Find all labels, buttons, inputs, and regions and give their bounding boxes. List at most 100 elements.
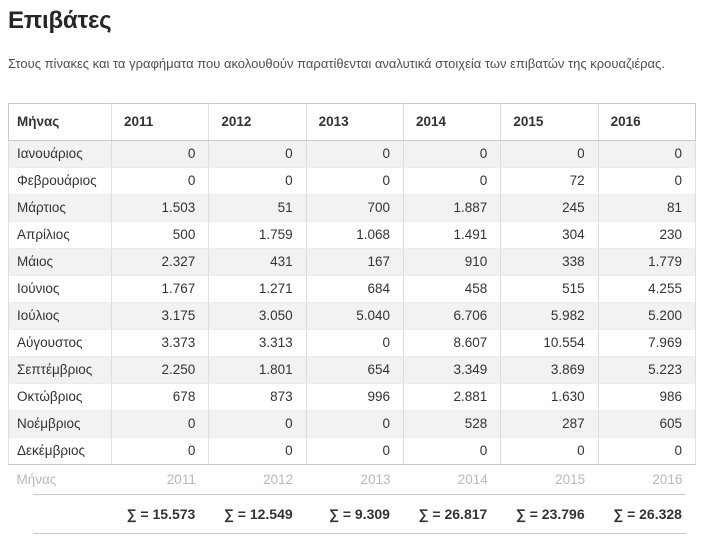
value-cell: 528 <box>403 410 502 438</box>
month-cell: Απρίλιος <box>8 221 112 249</box>
value-cell: 3.313 <box>208 329 307 357</box>
footer-year-row: Μήνας 2011 2012 2013 2014 2015 2016 <box>8 464 696 494</box>
value-cell: 1.271 <box>208 275 307 303</box>
value-cell: 0 <box>500 437 599 465</box>
value-cell: 1.630 <box>500 383 599 411</box>
value-cell: 1.759 <box>208 221 307 249</box>
footer-year-2012: 2012 <box>208 464 307 494</box>
value-cell: 700 <box>306 194 404 222</box>
footer-year-2011: 2011 <box>111 464 209 494</box>
value-cell: 3.175 <box>111 302 210 330</box>
value-cell: 684 <box>306 275 404 303</box>
table-row: Ιούνιος 1.767 1.271 684 458 515 4.255 <box>8 275 696 303</box>
month-cell: Μάιος <box>8 248 112 276</box>
value-cell: 1.801 <box>208 356 307 384</box>
month-cell: Ιανουάριος <box>8 140 112 168</box>
footer-year-2014: 2014 <box>403 464 501 494</box>
value-cell: 458 <box>403 275 502 303</box>
value-cell: 0 <box>598 437 696 465</box>
value-cell: 338 <box>500 248 599 276</box>
month-cell: Μάρτιος <box>8 194 112 222</box>
total-2011: ∑ = 15.573 <box>126 506 196 522</box>
value-cell: 678 <box>111 383 210 411</box>
value-cell: 167 <box>306 248 404 276</box>
table-row: Σεπτέμβριος 2.250 1.801 654 3.349 3.869 5.223 <box>8 356 696 384</box>
value-cell: 287 <box>500 410 599 438</box>
month-cell: Ιούνιος <box>8 275 112 303</box>
table-row: Μάρτιος 1.503 51 700 1.887 245 81 <box>8 194 696 222</box>
value-cell: 0 <box>306 437 404 465</box>
value-cell: 431 <box>208 248 307 276</box>
value-cell: 0 <box>208 410 307 438</box>
value-cell: 910 <box>403 248 502 276</box>
value-cell: 1.767 <box>111 275 210 303</box>
value-cell: 0 <box>306 410 404 438</box>
value-cell: 0 <box>306 140 404 168</box>
total-2013: ∑ = 9.309 <box>329 506 390 522</box>
column-header-year-2012: 2012 <box>208 103 307 141</box>
month-cell: Ιούλιος <box>8 302 112 330</box>
page-subtitle: Στους πίνακες και τα γραφήματα που ακολο… <box>8 56 665 71</box>
table-row: Φεβρουάριος 0 0 0 0 72 0 <box>8 167 696 195</box>
month-cell: Αύγουστος <box>8 329 112 357</box>
value-cell: 72 <box>500 167 599 195</box>
value-cell: 0 <box>598 140 696 168</box>
value-cell: 51 <box>208 194 307 222</box>
value-cell: 1.503 <box>111 194 210 222</box>
value-cell: 0 <box>208 140 307 168</box>
value-cell: 2.250 <box>111 356 210 384</box>
total-2012: ∑ = 12.549 <box>223 506 293 522</box>
table-body: Ιανουάριος 0 0 0 0 0 0 Φεβρουάριος 0 0 0 0 72 0 Μάρτιο… <box>8 140 696 465</box>
total-2016: ∑ = 26.328 <box>613 506 682 522</box>
value-cell: 605 <box>598 410 696 438</box>
footer-month-label: Μήνας <box>8 464 112 494</box>
value-cell: 1.068 <box>306 221 404 249</box>
totals-spacer <box>8 495 111 533</box>
value-cell: 3.869 <box>500 356 599 384</box>
value-cell: 0 <box>306 329 404 357</box>
value-cell: 1.887 <box>403 194 502 222</box>
value-cell: 245 <box>500 194 599 222</box>
value-cell: 0 <box>403 140 502 168</box>
table-row: Δεκέμβριος 0 0 0 0 0 0 <box>8 437 696 465</box>
value-cell: 1.491 <box>403 221 502 249</box>
value-cell: 4.255 <box>598 275 696 303</box>
month-cell: Φεβρουάριος <box>8 167 112 195</box>
page-title: Επιβάτες <box>8 7 112 34</box>
value-cell: 654 <box>306 356 404 384</box>
value-cell: 0 <box>111 437 210 465</box>
value-cell: 2.881 <box>403 383 502 411</box>
value-cell: 0 <box>403 437 502 465</box>
table-row: Οκτώβριος 678 873 996 2.881 1.630 986 <box>8 383 696 411</box>
column-header-year-2015: 2015 <box>500 103 599 141</box>
header-row: Μήνας 2011 2012 2013 2014 2015 2016 <box>8 103 696 141</box>
month-cell: Δεκέμβριος <box>8 437 112 465</box>
table-row: Απρίλιος 500 1.759 1.068 1.491 304 230 <box>8 221 696 249</box>
footer-year-2016: 2016 <box>598 464 696 494</box>
table-header: Μήνας 2011 2012 2013 2014 2015 2016 <box>8 103 696 141</box>
table-row: Αύγουστος 3.373 3.313 0 8.607 10.554 7.969 <box>8 329 696 357</box>
value-cell: 0 <box>598 167 696 195</box>
footer-year-2013: 2013 <box>306 464 404 494</box>
month-cell: Νοέμβριος <box>8 410 112 438</box>
value-cell: 0 <box>111 140 210 168</box>
value-cell: 8.607 <box>403 329 502 357</box>
column-header-year-2013: 2013 <box>306 103 404 141</box>
value-cell: 3.050 <box>208 302 307 330</box>
passengers-table: Μήνας 2011 2012 2013 2014 2015 2016 Ιανο… <box>8 103 696 494</box>
value-cell: 515 <box>500 275 599 303</box>
value-cell: 5.040 <box>306 302 404 330</box>
column-header-year-2011: 2011 <box>111 103 210 141</box>
totals-section: ∑ = 15.573 ∑ = 12.549 ∑ = 9.309 ∑ = 26.8… <box>33 494 686 534</box>
value-cell: 5.223 <box>598 356 696 384</box>
column-header-year-2014: 2014 <box>403 103 502 141</box>
value-cell: 10.554 <box>500 329 599 357</box>
value-cell: 0 <box>111 410 210 438</box>
column-header-month: Μήνας <box>8 103 112 141</box>
table-row: Ιανουάριος 0 0 0 0 0 0 <box>8 140 696 168</box>
value-cell: 6.706 <box>403 302 502 330</box>
table-row: Μάιος 2.327 431 167 910 338 1.779 <box>8 248 696 276</box>
footer-year-2015: 2015 <box>500 464 599 494</box>
total-2015: ∑ = 23.796 <box>515 506 585 522</box>
